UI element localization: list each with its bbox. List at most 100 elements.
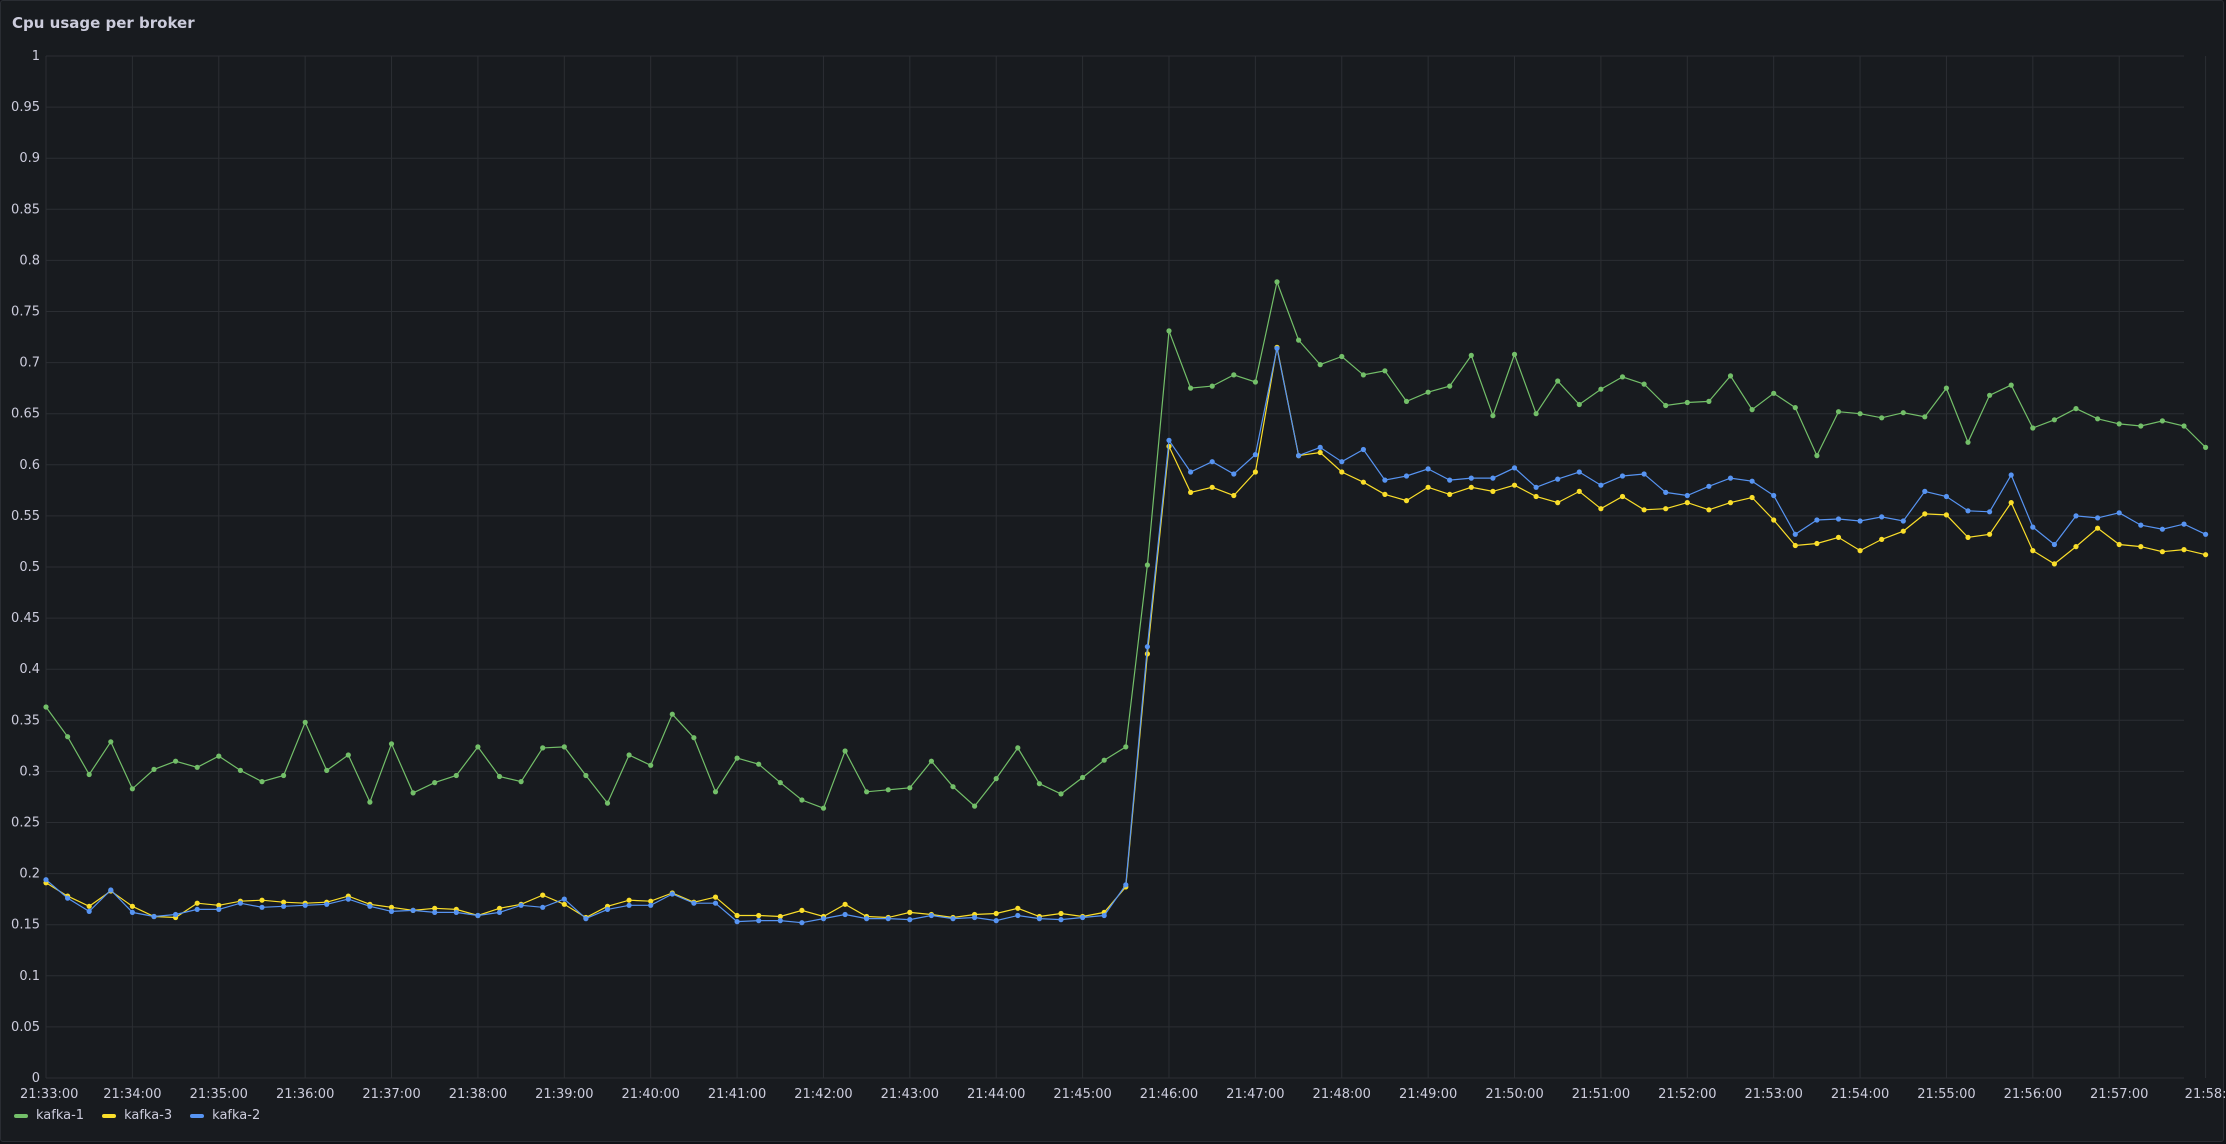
data-point[interactable] [108, 739, 114, 745]
data-point[interactable] [1922, 414, 1928, 420]
data-point[interactable] [237, 900, 243, 906]
data-point[interactable] [345, 896, 351, 902]
data-point[interactable] [842, 911, 848, 918]
data-point[interactable] [1706, 507, 1712, 513]
data-point[interactable] [2138, 544, 2144, 550]
data-point[interactable] [1965, 508, 1971, 514]
data-point[interactable] [799, 920, 805, 926]
data-point[interactable] [2051, 561, 2057, 567]
data-point[interactable] [885, 787, 891, 793]
data-point[interactable] [453, 772, 459, 779]
data-point[interactable] [1231, 492, 1237, 499]
data-point[interactable] [712, 789, 719, 795]
data-point[interactable] [1900, 518, 1906, 524]
data-point[interactable] [1403, 473, 1410, 479]
data-point[interactable] [281, 772, 287, 779]
data-point[interactable] [777, 918, 783, 924]
data-point[interactable] [691, 900, 697, 906]
data-point[interactable] [1296, 453, 1302, 459]
data-point[interactable] [1576, 488, 1582, 494]
data-point[interactable] [1727, 475, 1734, 481]
data-point[interactable] [540, 904, 546, 910]
data-point[interactable] [388, 904, 395, 910]
data-point[interactable] [1188, 385, 1194, 391]
data-point[interactable] [2203, 444, 2209, 450]
data-point[interactable] [1447, 383, 1453, 389]
data-point[interactable] [820, 916, 827, 922]
data-point[interactable] [86, 903, 92, 909]
data-point[interactable] [2051, 541, 2057, 548]
data-point[interactable] [1684, 492, 1690, 499]
data-point[interactable] [1922, 488, 1928, 494]
data-point[interactable] [1900, 410, 1906, 416]
data-point[interactable] [2181, 423, 2187, 429]
data-point[interactable] [1576, 469, 1582, 475]
data-point[interactable] [1835, 534, 1842, 541]
data-point[interactable] [1965, 534, 1971, 541]
data-point[interactable] [1188, 469, 1194, 475]
data-point[interactable] [1231, 372, 1237, 378]
panel-title[interactable]: Cpu usage per broker [12, 14, 195, 32]
data-point[interactable] [1619, 473, 1626, 479]
data-point[interactable] [712, 900, 719, 906]
data-point[interactable] [799, 907, 805, 914]
data-point[interactable] [1533, 493, 1539, 500]
data-point[interactable] [2095, 525, 2101, 531]
data-point[interactable] [1015, 745, 1021, 751]
data-point[interactable] [129, 786, 135, 792]
data-point[interactable] [1015, 905, 1021, 911]
data-point[interactable] [712, 894, 719, 900]
data-point[interactable] [518, 902, 524, 908]
data-point[interactable] [65, 734, 71, 740]
data-point[interactable] [1814, 540, 1820, 547]
data-point[interactable] [1641, 507, 1647, 513]
data-point[interactable] [216, 753, 222, 759]
data-point[interactable] [1619, 374, 1626, 380]
data-point[interactable] [2116, 421, 2122, 427]
data-point[interactable] [1317, 449, 1323, 456]
data-point[interactable] [1684, 399, 1690, 406]
data-point[interactable] [972, 914, 978, 921]
data-point[interactable] [2116, 541, 2122, 548]
data-point[interactable] [2181, 521, 2187, 527]
data-point[interactable] [604, 800, 611, 806]
data-point[interactable] [2095, 416, 2101, 422]
data-point[interactable] [1598, 482, 1604, 488]
data-point[interactable] [173, 911, 179, 918]
data-point[interactable] [1598, 506, 1604, 512]
data-point[interactable] [1879, 415, 1885, 421]
data-point[interactable] [259, 779, 265, 785]
data-point[interactable] [129, 903, 135, 909]
data-point[interactable] [842, 901, 848, 907]
data-point[interactable] [1296, 337, 1302, 343]
data-point[interactable] [1252, 379, 1258, 385]
data-point[interactable] [1619, 493, 1626, 500]
data-point[interactable] [2051, 417, 2057, 423]
data-point[interactable] [1403, 498, 1410, 504]
data-point[interactable] [345, 752, 351, 758]
data-point[interactable] [691, 735, 697, 741]
data-point[interactable] [734, 912, 740, 919]
series-kafka-1[interactable] [43, 279, 2209, 811]
data-point[interactable] [1274, 279, 1280, 285]
data-point[interactable] [1814, 453, 1820, 459]
data-point[interactable] [2116, 510, 2122, 516]
data-point[interactable] [1684, 500, 1690, 506]
data-point[interactable] [1036, 781, 1042, 787]
data-point[interactable] [583, 772, 589, 779]
data-point[interactable] [1252, 469, 1258, 475]
data-point[interactable] [583, 916, 589, 922]
data-point[interactable] [1209, 484, 1215, 490]
data-point[interactable] [1771, 517, 1777, 523]
data-point[interactable] [950, 784, 956, 790]
data-point[interactable] [1533, 484, 1539, 490]
data-point[interactable] [1835, 516, 1842, 522]
data-point[interactable] [972, 803, 978, 809]
data-point[interactable] [1468, 475, 1474, 481]
data-point[interactable] [1987, 392, 1993, 398]
data-point[interactable] [518, 779, 524, 785]
data-point[interactable] [1641, 381, 1647, 387]
series-line-kafka-3[interactable] [45, 347, 2206, 919]
data-point[interactable] [993, 776, 999, 782]
data-point[interactable] [367, 799, 373, 805]
